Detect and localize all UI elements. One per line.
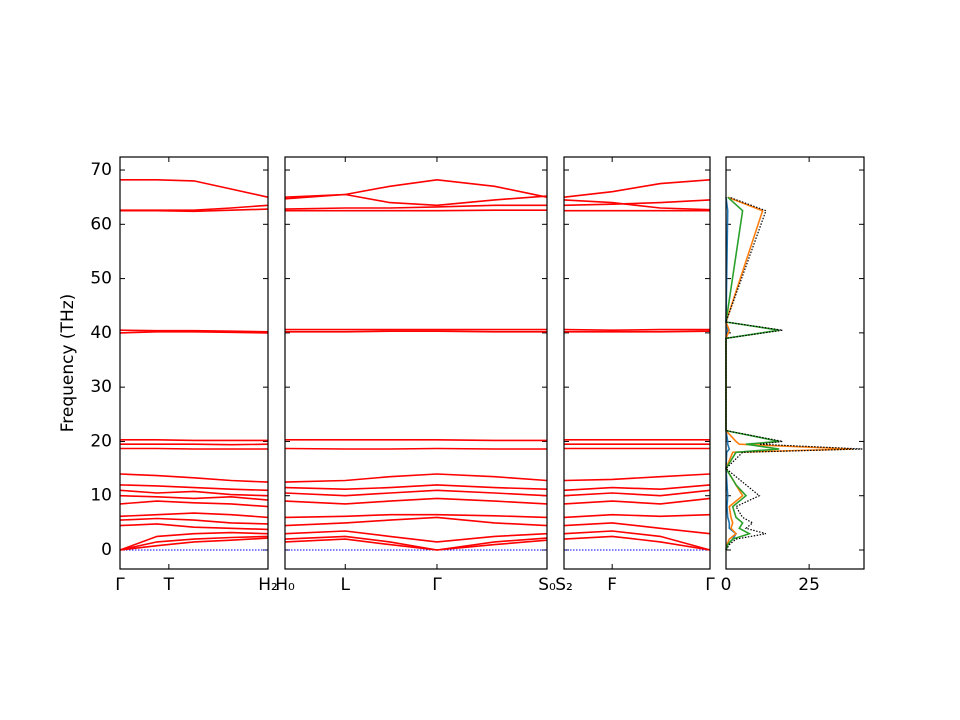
band — [119, 330, 269, 334]
x-tick-label: L — [341, 575, 351, 595]
band — [284, 530, 548, 543]
band — [284, 497, 548, 505]
panel-frame — [119, 156, 269, 570]
dos-line — [725, 196, 863, 551]
band — [563, 484, 711, 492]
band — [563, 497, 711, 505]
y-tick-label: 20 — [90, 431, 112, 451]
band — [119, 535, 269, 551]
band — [119, 512, 269, 519]
band — [563, 179, 711, 198]
band — [119, 500, 269, 508]
band — [120, 179, 269, 198]
band — [119, 329, 269, 333]
band — [119, 494, 269, 501]
panel-frame — [284, 156, 548, 570]
x-tick-label: H₀ — [275, 575, 295, 595]
band — [119, 473, 269, 483]
band — [284, 204, 547, 210]
band — [563, 328, 710, 332]
band — [119, 517, 269, 525]
band — [119, 537, 269, 551]
band — [284, 193, 548, 207]
band — [120, 208, 269, 213]
band — [563, 473, 711, 482]
band — [564, 330, 711, 333]
y-tick-label: 50 — [90, 269, 112, 289]
band — [563, 522, 711, 535]
x-tick-label: S₂ — [555, 575, 573, 595]
y-tick-label: 60 — [90, 214, 112, 234]
band — [284, 178, 548, 198]
dos-line — [725, 196, 780, 551]
y-tick-label: 70 — [90, 160, 112, 180]
band — [284, 535, 548, 551]
band — [284, 538, 548, 551]
panel-frame — [563, 156, 711, 570]
y-tick-label: 30 — [90, 377, 112, 397]
x-tick-label: 0 — [721, 575, 732, 595]
x-tick-label: Γ — [432, 575, 442, 595]
band — [563, 489, 711, 497]
x-tick-label: T — [163, 575, 175, 595]
band — [284, 489, 548, 497]
band — [285, 330, 547, 333]
band — [563, 199, 711, 211]
band — [119, 523, 269, 531]
band — [119, 531, 269, 551]
x-tick-label: 25 — [798, 575, 820, 595]
band — [119, 489, 269, 497]
dos-line — [725, 197, 738, 551]
band — [284, 473, 548, 483]
x-tick-label: S₀ — [538, 575, 556, 595]
band — [120, 447, 268, 450]
band — [120, 443, 269, 446]
band — [284, 447, 547, 450]
band — [285, 438, 547, 442]
y-axis-label: Frequency (THz) — [58, 294, 78, 433]
x-tick-label: Γ — [705, 575, 715, 595]
x-tick-label: H₂ — [258, 575, 278, 595]
panel-frame — [725, 156, 865, 570]
y-tick-label: 10 — [90, 486, 112, 506]
y-tick-label: 40 — [90, 323, 112, 343]
band — [563, 513, 711, 519]
band — [120, 438, 268, 442]
band — [119, 484, 269, 492]
band — [563, 535, 711, 551]
x-tick-label: Γ — [115, 575, 125, 595]
band — [563, 530, 711, 551]
band — [284, 484, 548, 491]
band — [284, 513, 548, 519]
y-tick-label: 0 — [101, 540, 112, 560]
band — [563, 199, 711, 207]
band — [284, 516, 548, 527]
band — [285, 209, 547, 212]
x-tick-label: F — [607, 575, 617, 595]
